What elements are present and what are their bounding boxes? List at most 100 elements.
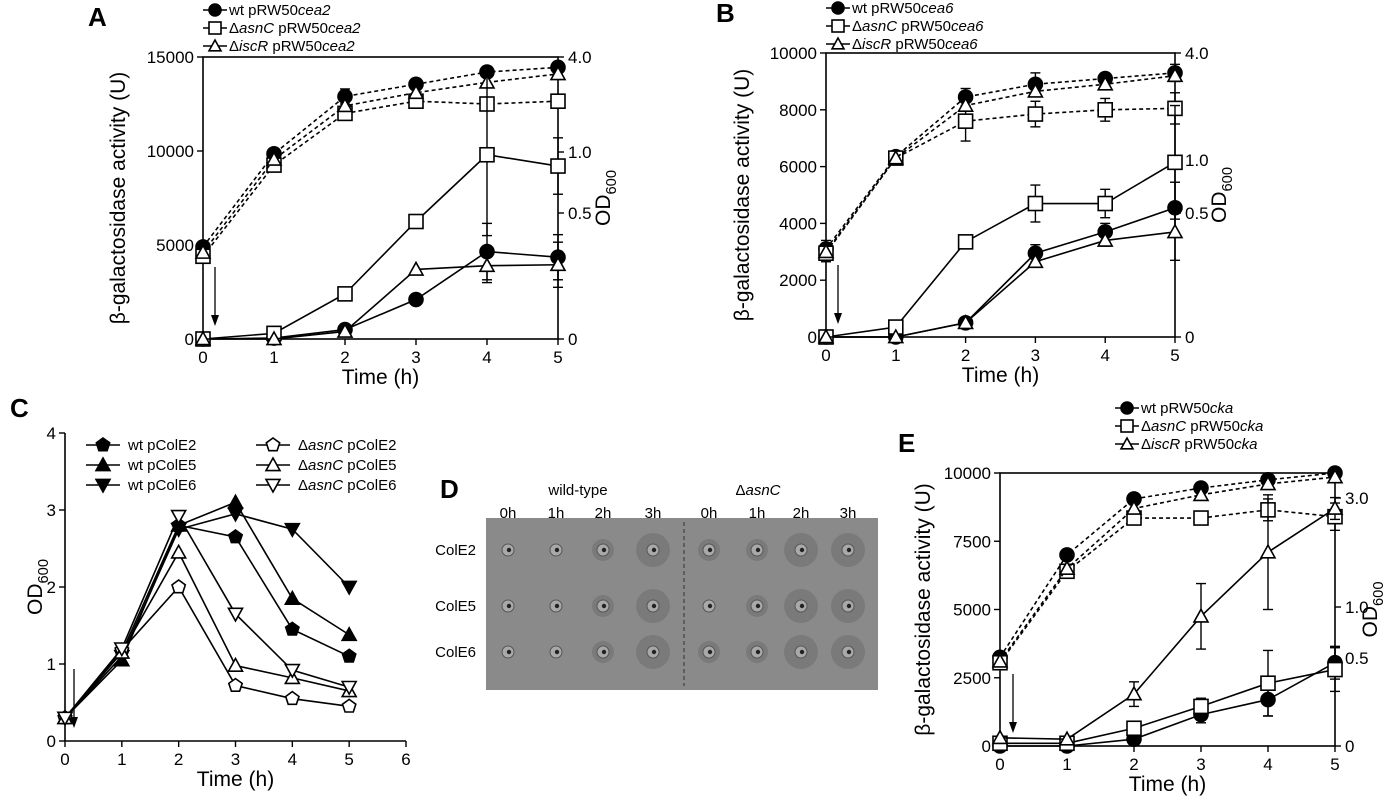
series-2-line: [1000, 668, 1336, 745]
legend-label: wt pColE5: [127, 457, 196, 474]
time-label: 3h: [840, 505, 857, 522]
od-series-3-point: [549, 65, 567, 81]
series-5-point: [170, 543, 188, 559]
od-series-3-line: [999, 476, 1336, 662]
x-tick-label: 4: [1100, 346, 1109, 365]
series-4-point: [284, 690, 300, 706]
od-series-2-point: [1193, 510, 1209, 526]
panel-label: A: [88, 2, 107, 32]
x-tick-label: 1: [1062, 755, 1071, 774]
series-4-point: [341, 698, 357, 713]
od-series-3-point: [1058, 559, 1076, 575]
y2-tick-label: 0: [1345, 737, 1354, 756]
series-6-point: [56, 711, 74, 727]
plate-photo: [486, 518, 878, 690]
od-series-1-line: [202, 66, 559, 248]
series-1-line: [64, 524, 350, 719]
series-3-point: [340, 580, 358, 596]
y2-tick-label: 0: [568, 330, 577, 349]
series-6-point: [113, 642, 131, 658]
x-axis-title: Time (h): [197, 768, 274, 791]
series-3-point: [991, 729, 1009, 745]
colony-center: [506, 603, 512, 609]
panel-b: B0 1 2 3 4 5020004000600080001000000.51.04.0O…: [716, 0, 1236, 387]
induction-arrowhead: [1009, 722, 1017, 733]
colony-center: [506, 547, 512, 553]
y2-tick-label: 1.0: [568, 143, 592, 162]
x-tick-label: 2: [961, 346, 970, 365]
legend-label: wt pColE2: [127, 437, 196, 454]
y-tick-label: 10000: [770, 44, 817, 63]
time-label: 2h: [793, 505, 810, 522]
x-tick-label: 2: [340, 348, 349, 367]
series-2-point: [1260, 675, 1276, 692]
series-2-point: [1097, 195, 1113, 212]
colony-center: [554, 649, 560, 655]
od-series-2-point: [1097, 102, 1113, 118]
series-3-point: [227, 507, 244, 523]
colony-center: [554, 603, 560, 609]
colony-center: [601, 547, 607, 553]
series-5-point: [227, 656, 244, 672]
series-3-point: [1027, 253, 1044, 269]
panel-e: E0 1 2 3 4 502500500075001000000.51.03.0OD600…: [898, 400, 1387, 796]
series-4-point: [227, 677, 244, 693]
series-3-point: [817, 328, 835, 344]
x-tick-label: 6: [401, 750, 410, 769]
colony-center: [601, 603, 607, 609]
panel-label: D: [440, 474, 459, 504]
x-tick-label: 5: [1330, 755, 1339, 774]
legend-marker: [1120, 419, 1134, 433]
colony-center: [755, 547, 761, 553]
legend-label: ΔasnC pRW50cka: [1141, 418, 1263, 435]
x-tick-label: 0: [821, 346, 830, 365]
series-1-point: [408, 291, 424, 308]
row-label: ColE5: [435, 598, 476, 615]
od-series-1-point: [1059, 547, 1075, 563]
x-tick-label: 2: [174, 750, 183, 769]
legend-label: wt pRW50cka: [1140, 400, 1233, 417]
series-3-point: [957, 314, 974, 330]
colony-center: [846, 649, 852, 655]
time-label: 2h: [595, 505, 612, 522]
legend-marker: [264, 478, 282, 494]
od-series-3-point: [1192, 486, 1210, 502]
y-tick-label: 0: [47, 732, 56, 751]
time-label: 0h: [500, 505, 517, 522]
series-3-point: [1326, 499, 1344, 515]
colony-center: [846, 603, 852, 609]
y-tick-label: 8000: [779, 101, 817, 120]
series-3-point: [1259, 543, 1277, 559]
series-3-point: [1192, 607, 1210, 623]
y-tick-label: 3: [47, 501, 56, 520]
series-3-point: [478, 257, 496, 273]
y-axis-title: β-galactosidase activity (U): [107, 72, 130, 325]
time-label: 1h: [548, 505, 565, 522]
plot-frame: [999, 472, 1336, 747]
series-2-point: [1126, 720, 1142, 737]
colony-center: [651, 603, 657, 609]
x-tick-label: 5: [344, 750, 353, 769]
series-2-point: [340, 626, 358, 642]
series-2-point: [337, 286, 353, 302]
panel-label: E: [898, 428, 915, 458]
time-label: 1h: [749, 505, 766, 522]
x-tick-label: 0: [60, 750, 69, 769]
od-series-3-point: [265, 150, 283, 166]
series-2-point: [1193, 698, 1209, 715]
y-tick-label: 7500: [953, 532, 991, 551]
series-4-point: [171, 579, 187, 594]
series-3-point: [1166, 223, 1184, 239]
series-6-point: [340, 680, 358, 696]
series-2-point: [227, 493, 244, 509]
panel-a: A0 1 2 3 4 505000100001500000.51.04.0OD600Tim…: [88, 2, 620, 389]
od-series-3-point: [1259, 475, 1277, 491]
od-series-2-point: [550, 93, 566, 109]
od-series-3-line: [825, 74, 1176, 253]
legend-marker: [265, 437, 281, 452]
colony-center: [799, 603, 805, 609]
y2-axis-title: OD600: [1359, 581, 1387, 637]
colony-center: [755, 649, 761, 655]
panel-label: B: [716, 0, 735, 28]
legend-marker: [830, 36, 846, 50]
